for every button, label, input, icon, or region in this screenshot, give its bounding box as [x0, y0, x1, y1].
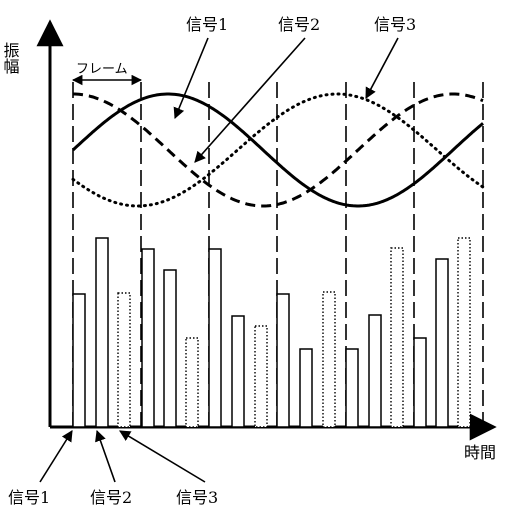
- frame-label: フレーム: [76, 62, 128, 77]
- sample-bar-16: [413, 337, 427, 428]
- sample-bar-2: [95, 237, 109, 428]
- curve-label-2: 信号2: [278, 15, 320, 34]
- sample-bar-17: [435, 258, 449, 428]
- x-axis-label: 時間: [464, 443, 496, 462]
- curve-label-2-arrow: [194, 37, 306, 163]
- bar-label-3: 信号3: [176, 488, 218, 507]
- curve-label-3: 信号3: [374, 15, 416, 34]
- sample-bar-4: [141, 248, 155, 428]
- signal-1-wave: [71, 92, 484, 208]
- bar-label-2-arrow: [95, 429, 116, 483]
- sample-bars: [72, 237, 471, 428]
- sample-bar-15: [390, 247, 404, 428]
- sample-bar-5: [163, 269, 177, 428]
- sample-bar-13: [345, 348, 359, 428]
- curve-label-1-arrow: [173, 37, 209, 120]
- y-axis-label: 振幅: [1, 42, 20, 74]
- bar-label-1-arrow: [39, 430, 73, 483]
- curve-label-1: 信号1: [186, 15, 228, 34]
- sample-bar-11: [299, 348, 313, 428]
- sample-bar-1: [72, 293, 86, 428]
- bar-label-1: 信号1: [8, 488, 50, 507]
- sample-bar-18: [457, 237, 471, 428]
- sample-bar-10: [276, 293, 290, 428]
- signal-2-wave: [73, 92, 484, 208]
- bar-label-3-arrow: [119, 430, 206, 483]
- sample-bar-14: [368, 314, 382, 428]
- sample-bar-9: [254, 325, 268, 428]
- curve-label-3-arrow: [365, 37, 399, 99]
- signal-3-wave: [71, 92, 485, 208]
- sample-bar-8: [231, 315, 245, 428]
- sample-bar-3: [117, 292, 131, 428]
- sample-bar-7: [208, 248, 222, 428]
- sample-bar-12: [322, 291, 336, 428]
- sample-bar-6: [185, 337, 199, 428]
- bar-label-2: 信号2: [90, 488, 132, 507]
